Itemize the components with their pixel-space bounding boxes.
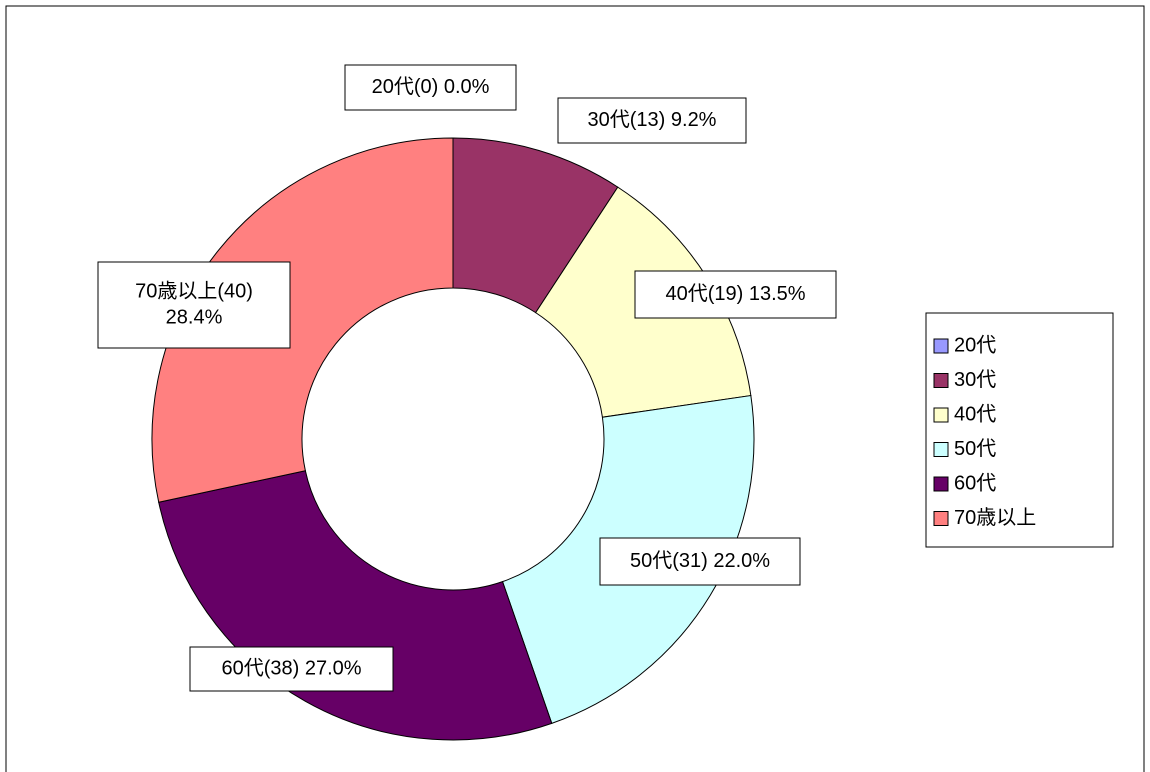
legend-swatch	[933, 407, 949, 423]
legend-box	[925, 312, 1114, 548]
data-label: 30代(13) 9.2%	[588, 108, 717, 131]
legend-swatch	[933, 476, 949, 492]
legend-label: 60代	[954, 471, 996, 494]
data-label-box	[344, 64, 517, 111]
donut-slice	[151, 137, 454, 503]
data-label: 20代(0) 0.0%	[372, 75, 490, 98]
legend-swatch	[933, 338, 949, 354]
data-label-box	[599, 537, 801, 586]
legend-label: 20代	[954, 333, 996, 356]
data-label-box	[97, 261, 291, 349]
data-label: 70歳以上(40)	[135, 279, 253, 302]
data-label: 60代(38) 27.0%	[221, 656, 361, 679]
legend-label: 40代	[954, 402, 996, 425]
donut-slice	[158, 470, 553, 741]
data-label: 40代(19) 13.5%	[665, 282, 805, 305]
legend-label: 30代	[954, 368, 996, 391]
data-label-box	[557, 97, 747, 144]
legend-label: 50代	[954, 437, 996, 460]
legend-swatch	[933, 373, 949, 388]
legend-swatch	[933, 511, 949, 526]
legend-label: 70歳以上	[954, 506, 1036, 529]
data-label: 28.4%	[166, 306, 223, 328]
data-label: 50代(31) 22.0%	[630, 549, 770, 572]
data-label-box	[634, 270, 837, 319]
legend-swatch	[933, 442, 949, 457]
data-label-box	[189, 646, 394, 692]
